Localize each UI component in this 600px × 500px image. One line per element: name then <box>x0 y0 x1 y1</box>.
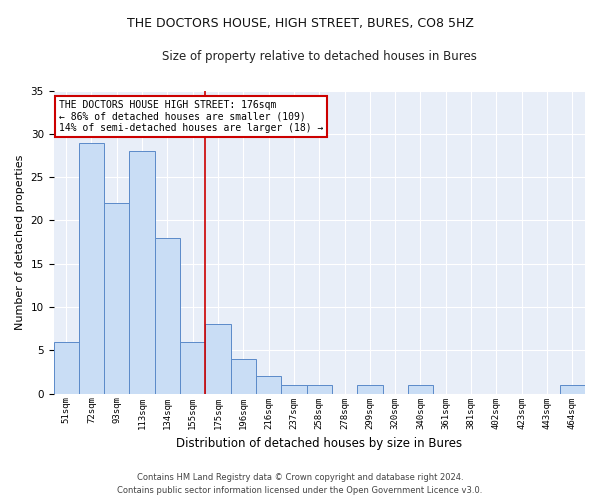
Bar <box>357 385 383 394</box>
Bar <box>560 385 585 394</box>
X-axis label: Distribution of detached houses by size in Bures: Distribution of detached houses by size … <box>176 437 463 450</box>
Bar <box>230 359 256 394</box>
Bar <box>53 342 79 394</box>
Bar <box>130 151 155 394</box>
Bar <box>205 324 230 394</box>
Bar <box>79 142 104 394</box>
Text: Contains HM Land Registry data © Crown copyright and database right 2024.
Contai: Contains HM Land Registry data © Crown c… <box>118 474 482 495</box>
Title: Size of property relative to detached houses in Bures: Size of property relative to detached ho… <box>162 50 477 63</box>
Bar <box>180 342 205 394</box>
Text: THE DOCTORS HOUSE HIGH STREET: 176sqm
← 86% of detached houses are smaller (109): THE DOCTORS HOUSE HIGH STREET: 176sqm ← … <box>59 100 323 133</box>
Bar <box>256 376 281 394</box>
Bar <box>104 203 130 394</box>
Bar <box>307 385 332 394</box>
Y-axis label: Number of detached properties: Number of detached properties <box>15 154 25 330</box>
Bar <box>281 385 307 394</box>
Text: THE DOCTORS HOUSE, HIGH STREET, BURES, CO8 5HZ: THE DOCTORS HOUSE, HIGH STREET, BURES, C… <box>127 18 473 30</box>
Bar <box>408 385 433 394</box>
Bar <box>155 238 180 394</box>
